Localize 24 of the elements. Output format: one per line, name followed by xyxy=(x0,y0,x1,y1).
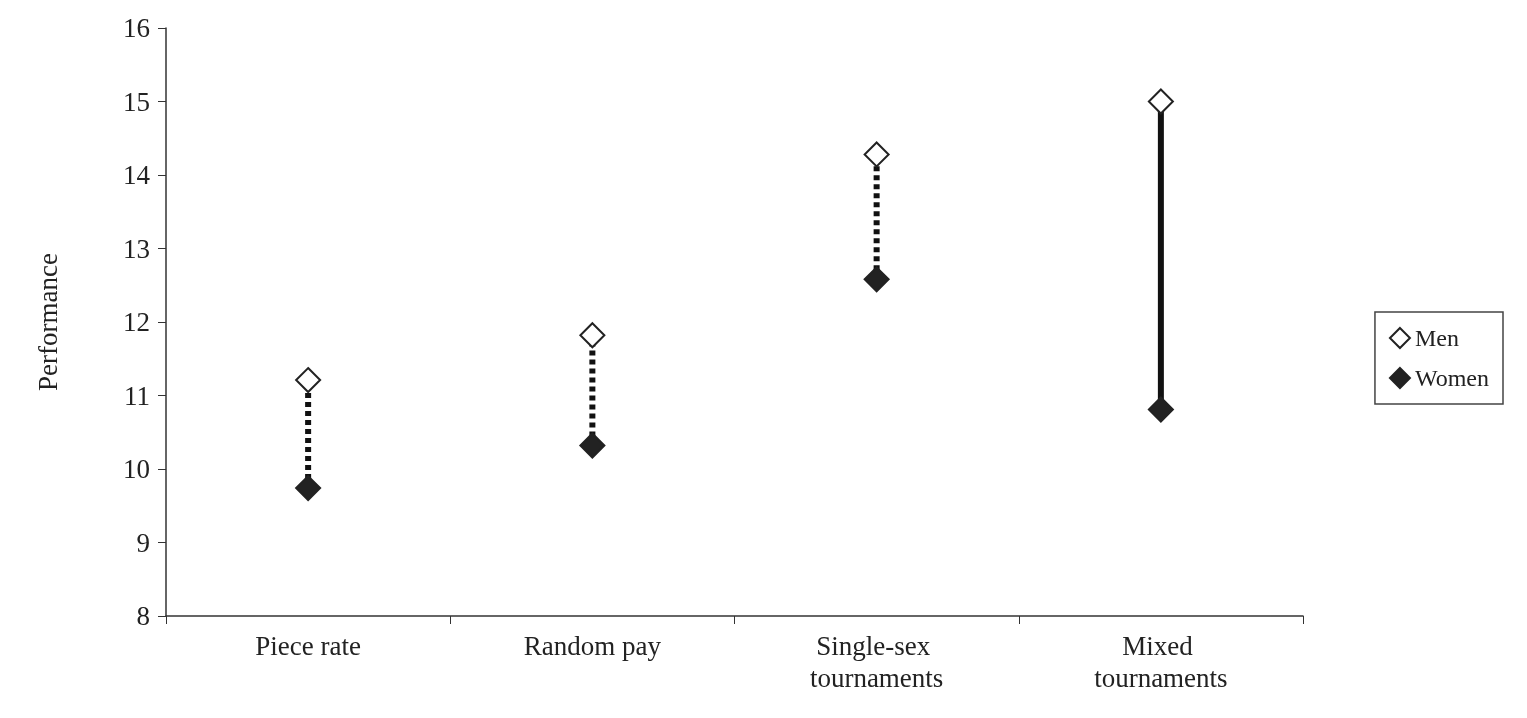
point xyxy=(579,432,606,459)
point xyxy=(1147,88,1174,115)
y-tick-label: 13 xyxy=(123,233,150,264)
point xyxy=(863,266,890,293)
point xyxy=(863,141,890,168)
y-tick-label: 10 xyxy=(123,454,150,484)
point xyxy=(579,322,606,349)
legend-label: Women xyxy=(1414,365,1490,391)
y-tick-label: 12 xyxy=(123,307,150,337)
x-tick-label: Mixed tournaments xyxy=(1094,631,1228,693)
y-tick-label: 9 xyxy=(136,527,150,558)
y-tick-label: 14 xyxy=(123,160,151,190)
point xyxy=(295,367,322,394)
y-tick-label: 8 xyxy=(136,601,150,631)
point xyxy=(1147,396,1174,423)
y-axis-title: Performance xyxy=(32,253,63,391)
x-tick-label: Random pay xyxy=(523,631,662,661)
x-tick-label: Piece rate xyxy=(255,631,361,661)
y-tick-label: 11 xyxy=(124,380,150,411)
x-tick-label: Single-sex tournaments xyxy=(809,631,944,693)
legend-label: Men xyxy=(1414,325,1459,351)
point xyxy=(295,475,322,502)
y-tick-label: 15 xyxy=(123,86,150,117)
y-tick-label: 16 xyxy=(123,13,150,43)
